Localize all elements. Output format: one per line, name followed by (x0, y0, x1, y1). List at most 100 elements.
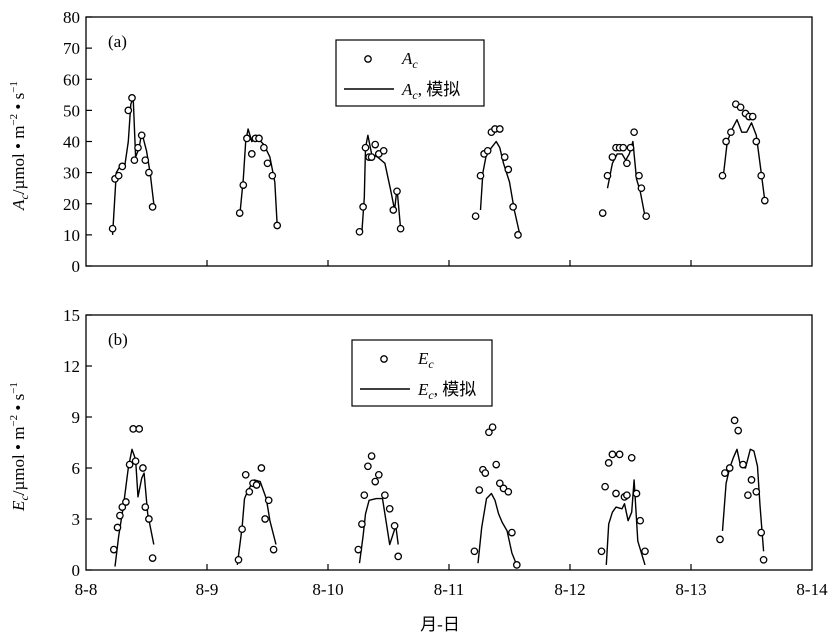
observed-point (130, 156, 139, 165)
y-tick-label: 12 (63, 357, 80, 376)
observed-point (608, 450, 617, 459)
observed-point (116, 511, 124, 520)
y-tick-label: 6 (72, 459, 81, 478)
observed-point (492, 460, 501, 469)
observed-point (141, 156, 150, 165)
observed-point (361, 143, 370, 152)
observed-point (748, 112, 757, 121)
observed-point (260, 143, 268, 152)
observed-point (118, 162, 127, 171)
observed-point (504, 487, 513, 496)
observed-point (385, 504, 394, 513)
observed-point (641, 547, 649, 556)
legend-label-observed: Ac (401, 49, 418, 71)
observed-point (514, 231, 522, 239)
observed-point (747, 476, 756, 484)
y-tick-label: 10 (63, 226, 80, 245)
observed-point (371, 140, 380, 149)
observed-point (257, 464, 266, 472)
panel-label: (a) (108, 32, 127, 51)
observed-point (500, 153, 509, 161)
y-tick-label: 20 (63, 195, 80, 214)
panel-label: (b) (108, 330, 128, 349)
observed-point (725, 464, 734, 472)
legend-box (335, 39, 485, 107)
observed-point (623, 491, 631, 500)
observed-point (483, 146, 492, 155)
observed-point (481, 469, 490, 477)
observed-point (364, 462, 372, 471)
observed-point (619, 143, 628, 152)
observed-point (358, 520, 366, 528)
observed-point (598, 209, 607, 217)
observed-point (135, 425, 144, 433)
observed-point (273, 221, 282, 230)
observed-point (261, 515, 269, 523)
observed-point (125, 460, 134, 469)
observed-point (113, 523, 122, 532)
simulated-line (236, 479, 277, 565)
observed-point (367, 153, 376, 161)
observed-point (245, 487, 254, 496)
observed-point (109, 545, 118, 554)
panel-a: 0 10 20 30 40 50 60 70 80 (a) Ac/µmol • m−2 • s−1 A… (8, 8, 813, 276)
observed-point (252, 481, 261, 489)
legend-box (351, 339, 493, 407)
legend-label-simulated: Ac, 模拟 (401, 80, 460, 102)
observed-point (381, 491, 389, 500)
observed-point (508, 528, 516, 537)
y-tick-label: 0 (72, 257, 81, 276)
observed-point (355, 227, 364, 236)
observed-point (727, 128, 735, 137)
observed-point (636, 516, 645, 525)
observed-point (608, 153, 617, 161)
y-axis-title: Ac/µmol • m−2 • s−1 (8, 81, 31, 211)
x-tick-label: 8-9 (196, 580, 219, 599)
observed-point (512, 561, 521, 569)
observed-point (601, 482, 609, 491)
observed-point (744, 491, 752, 500)
y-tick-label: 9 (72, 408, 81, 427)
observed-point (137, 131, 146, 140)
observed-point (612, 489, 620, 498)
observed-point (470, 547, 479, 556)
y-tick-label: 0 (72, 561, 81, 580)
x-tick-label: 8-14 (796, 580, 828, 599)
observed-point (359, 203, 367, 211)
observed-point (752, 137, 761, 146)
y-tick-label: 40 (63, 133, 80, 152)
observed-point (637, 184, 646, 193)
observed-point (632, 489, 641, 498)
y-tick-label: 30 (63, 164, 80, 183)
observed-point (603, 171, 612, 180)
observed-point (604, 459, 613, 467)
observed-point (476, 171, 485, 180)
observed-point (128, 94, 136, 102)
simulated-line (605, 479, 646, 566)
observed-point (360, 491, 369, 500)
legend-label-observed: Ec (417, 349, 434, 371)
observed-point (241, 470, 250, 479)
observed-point (134, 143, 142, 152)
observed-point (597, 547, 606, 556)
observed-point (235, 209, 244, 217)
observed-point (626, 143, 635, 152)
observed-point (263, 159, 272, 168)
x-tick-label: 8-12 (554, 580, 585, 599)
y-tick-label: 60 (63, 70, 80, 89)
observed-point (367, 452, 376, 460)
panel-b: 0 3 6 9 12 15 (b) Ec/µmol • m−2 • s−1 Ec Ec, 模拟 (8, 306, 813, 580)
observed-point (374, 470, 383, 479)
y-tick-label: 50 (63, 101, 80, 120)
y-tick-label: 80 (63, 8, 80, 27)
observed-point (736, 103, 745, 112)
observed-point (148, 554, 157, 562)
observed-point (504, 165, 513, 174)
observed-point (495, 479, 504, 488)
observed-point (396, 224, 405, 233)
observed-point (495, 125, 504, 133)
observed-point (114, 171, 123, 180)
observed-point (390, 521, 399, 530)
observed-point (721, 469, 729, 477)
